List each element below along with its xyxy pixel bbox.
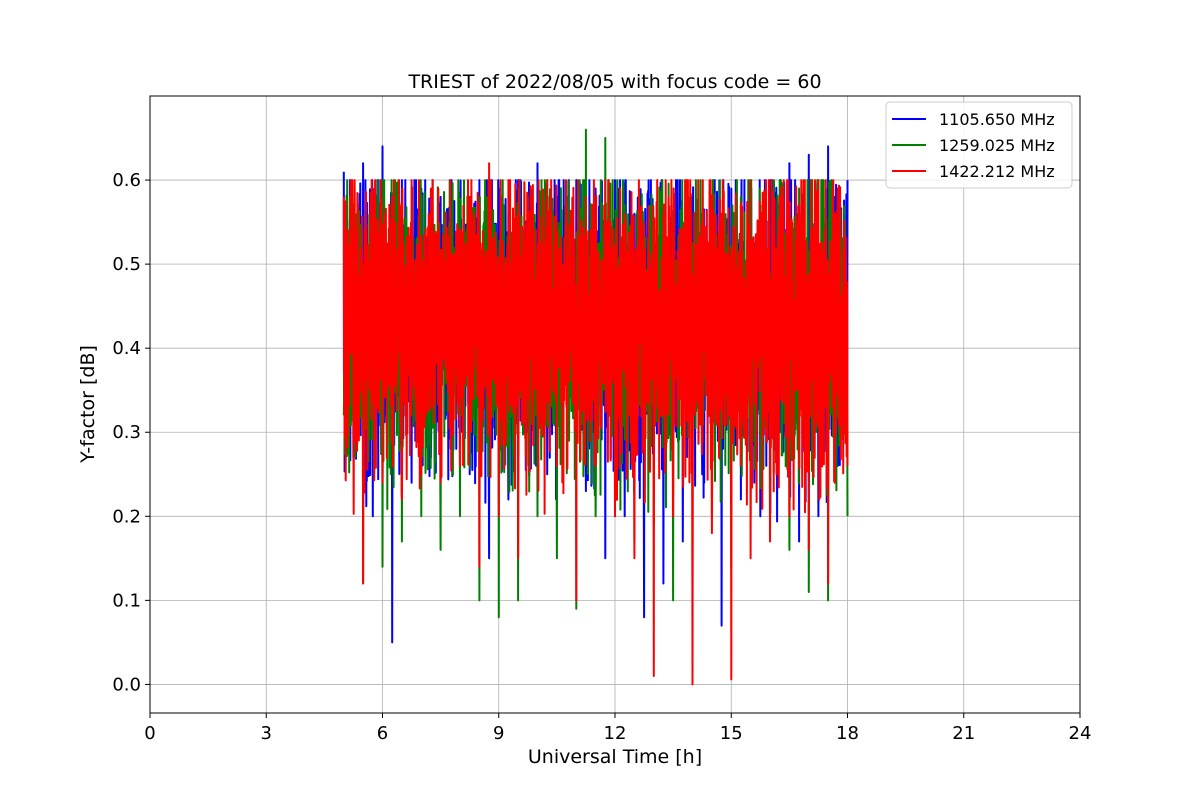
x-tick-label: 0: [144, 723, 155, 744]
legend: 1105.650 MHz 1259.025 MHz 1422.212 MHz: [885, 101, 1073, 189]
x-axis-ticks: 0 3 6 9 12 15 18 21 24: [144, 713, 1091, 744]
x-tick-label: 9: [493, 723, 504, 744]
y-tick-label: 0.4: [112, 338, 141, 359]
legend-label: 1422.212 MHz: [939, 162, 1055, 181]
legend-box: [885, 101, 1073, 189]
x-axis-label: Universal Time [h]: [528, 746, 702, 768]
x-tick-label: 21: [952, 723, 975, 744]
chart-title: TRIEST of 2022/08/05 with focus code = 6…: [407, 71, 821, 93]
series-layer: [342, 128, 849, 686]
y-tick-label: 0.2: [112, 506, 141, 527]
x-tick-label: 18: [836, 723, 859, 744]
y-tick-label: 0.6: [112, 170, 141, 191]
y-tick-label: 0.5: [112, 254, 141, 275]
y-tick-label: 0.1: [112, 590, 141, 611]
x-tick-label: 24: [1069, 723, 1092, 744]
x-tick-label: 6: [377, 723, 388, 744]
legend-label: 1105.650 MHz: [939, 110, 1055, 129]
x-tick-label: 3: [261, 723, 272, 744]
y-axis-label: Y-factor [dB]: [77, 345, 99, 464]
legend-label: 1259.025 MHz: [939, 136, 1055, 155]
x-tick-label: 12: [604, 723, 627, 744]
y-axis-ticks: 0.0 0.1 0.2 0.3 0.4 0.5 0.6: [112, 170, 150, 695]
y-tick-label: 0.0: [112, 674, 141, 695]
series-line: [342, 162, 849, 686]
y-tick-label: 0.3: [112, 422, 141, 443]
x-tick-label: 15: [720, 723, 743, 744]
